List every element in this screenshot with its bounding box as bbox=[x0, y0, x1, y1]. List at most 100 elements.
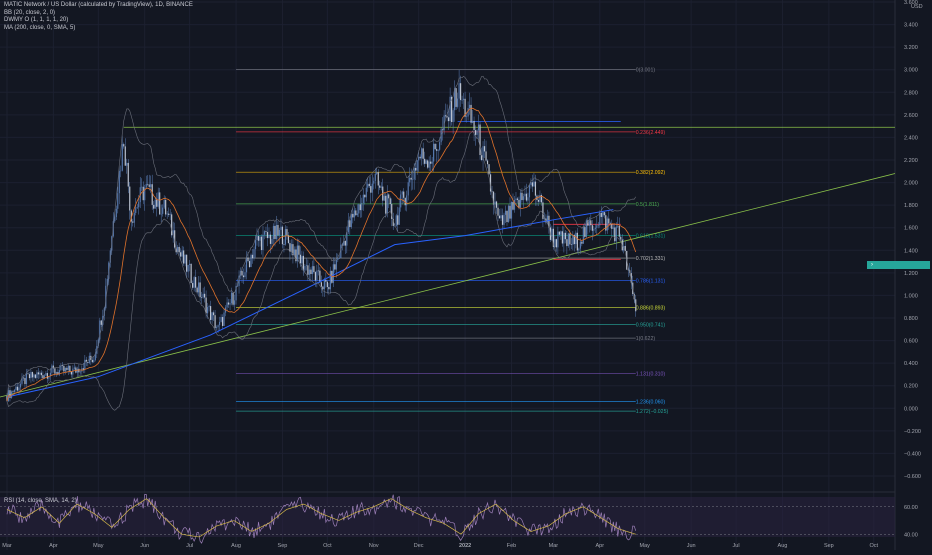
candle-body bbox=[230, 292, 233, 304]
candle-body bbox=[277, 224, 279, 236]
candle-body bbox=[205, 297, 207, 314]
x-tick-label: May bbox=[640, 543, 651, 549]
ma200-line[interactable] bbox=[6, 209, 614, 398]
fib-level-label: 0(3.001) bbox=[636, 68, 656, 74]
candle-body bbox=[266, 232, 269, 239]
candle-body bbox=[133, 213, 135, 223]
indicator-dwmy-label[interactable]: DWMY O (1, 1, 1, 1, 20) bbox=[4, 17, 69, 24]
candle-body bbox=[295, 249, 297, 262]
candle-body bbox=[373, 180, 375, 184]
candle-body bbox=[310, 269, 312, 275]
candle-body bbox=[165, 199, 167, 215]
candle-body bbox=[215, 327, 218, 328]
candle-body bbox=[10, 391, 13, 398]
y-tick-label: 3.200 bbox=[904, 45, 918, 51]
candle-body bbox=[630, 273, 632, 283]
fib-level-label: 1.131(0.310) bbox=[636, 371, 666, 377]
candle-body bbox=[527, 197, 529, 201]
candle-body bbox=[175, 247, 177, 253]
candle-body bbox=[454, 88, 456, 111]
candle-body bbox=[169, 214, 171, 215]
candle-body bbox=[528, 185, 531, 198]
candle-body bbox=[465, 116, 468, 118]
candle-body bbox=[88, 355, 90, 363]
candle-body bbox=[100, 320, 102, 325]
candle-body bbox=[560, 231, 562, 235]
candle-body bbox=[301, 255, 303, 264]
candle-body bbox=[162, 207, 164, 214]
candle-body bbox=[332, 264, 334, 283]
candle-body bbox=[37, 372, 40, 375]
candle-body bbox=[498, 215, 501, 219]
candle-body bbox=[403, 191, 405, 198]
candle-body bbox=[504, 210, 507, 215]
candle-body bbox=[470, 104, 472, 123]
candle-body bbox=[232, 292, 234, 305]
candle-body bbox=[424, 158, 426, 164]
candle-body bbox=[253, 249, 255, 259]
candle-body bbox=[192, 283, 194, 288]
candle-body bbox=[431, 161, 433, 164]
candle-body bbox=[521, 192, 523, 201]
candle-body bbox=[452, 110, 454, 122]
candle-body bbox=[34, 374, 37, 378]
x-tick-label: Jul bbox=[733, 543, 740, 549]
candle-body bbox=[534, 181, 537, 196]
candle-body bbox=[206, 307, 209, 314]
rsi-title[interactable]: RSI (14, close, SMA, 14, 2) bbox=[4, 498, 77, 504]
candle-body bbox=[325, 279, 327, 282]
candle-body bbox=[147, 183, 149, 185]
candle-body bbox=[501, 215, 504, 225]
candle-body bbox=[190, 263, 192, 284]
candle-body bbox=[209, 306, 212, 320]
candle-body bbox=[548, 215, 550, 228]
candle-body bbox=[427, 160, 429, 168]
candle-body bbox=[495, 201, 498, 208]
indicator-ma-label[interactable]: MA (200, close, 0, SMA, 5) bbox=[4, 24, 76, 31]
candle-body bbox=[319, 270, 321, 283]
indicator-bb-label[interactable]: BB (20, close, 2, 0) bbox=[4, 9, 56, 16]
candle-body bbox=[585, 220, 587, 237]
candle-body bbox=[567, 233, 569, 247]
bb-upper-band[interactable] bbox=[6, 75, 636, 402]
candle-body bbox=[578, 248, 580, 251]
candle-body bbox=[337, 258, 339, 261]
candle-body bbox=[591, 225, 593, 231]
candle-body bbox=[181, 250, 183, 257]
candle-body bbox=[599, 212, 601, 226]
candle-body bbox=[172, 230, 174, 236]
candle-body bbox=[338, 258, 340, 259]
candle-body bbox=[525, 193, 528, 201]
candle-body bbox=[388, 194, 390, 199]
y-tick-label: 0.200 bbox=[904, 384, 918, 390]
candle-body bbox=[299, 254, 302, 264]
rsi-ma-line[interactable] bbox=[6, 498, 636, 538]
candle-body bbox=[106, 278, 108, 286]
candle-body bbox=[156, 199, 158, 207]
candle-body bbox=[410, 177, 412, 180]
candle-body bbox=[48, 376, 50, 379]
candle-body bbox=[614, 227, 616, 242]
y-tick-label: 0.600 bbox=[904, 339, 918, 345]
candle-body bbox=[193, 277, 195, 288]
fib-level-label: 0.702(1.331) bbox=[636, 256, 666, 262]
candle-body bbox=[486, 160, 489, 165]
candle-body bbox=[326, 281, 328, 288]
x-tick-label: Sep bbox=[824, 543, 834, 549]
candle-body bbox=[596, 225, 598, 228]
candle-body bbox=[322, 286, 324, 290]
candle-body bbox=[87, 362, 89, 363]
bb-lower-band[interactable] bbox=[6, 130, 637, 411]
candle-body bbox=[305, 265, 307, 267]
candle-body bbox=[79, 371, 81, 373]
bb-basis-line[interactable] bbox=[6, 107, 637, 402]
candle-body bbox=[268, 234, 270, 239]
x-tick-label: May bbox=[93, 543, 104, 549]
candle-body bbox=[516, 198, 519, 200]
rising-trendline[interactable] bbox=[0, 173, 896, 398]
candle-body bbox=[477, 124, 480, 131]
candle-body bbox=[413, 167, 415, 180]
candle-body bbox=[421, 148, 423, 159]
